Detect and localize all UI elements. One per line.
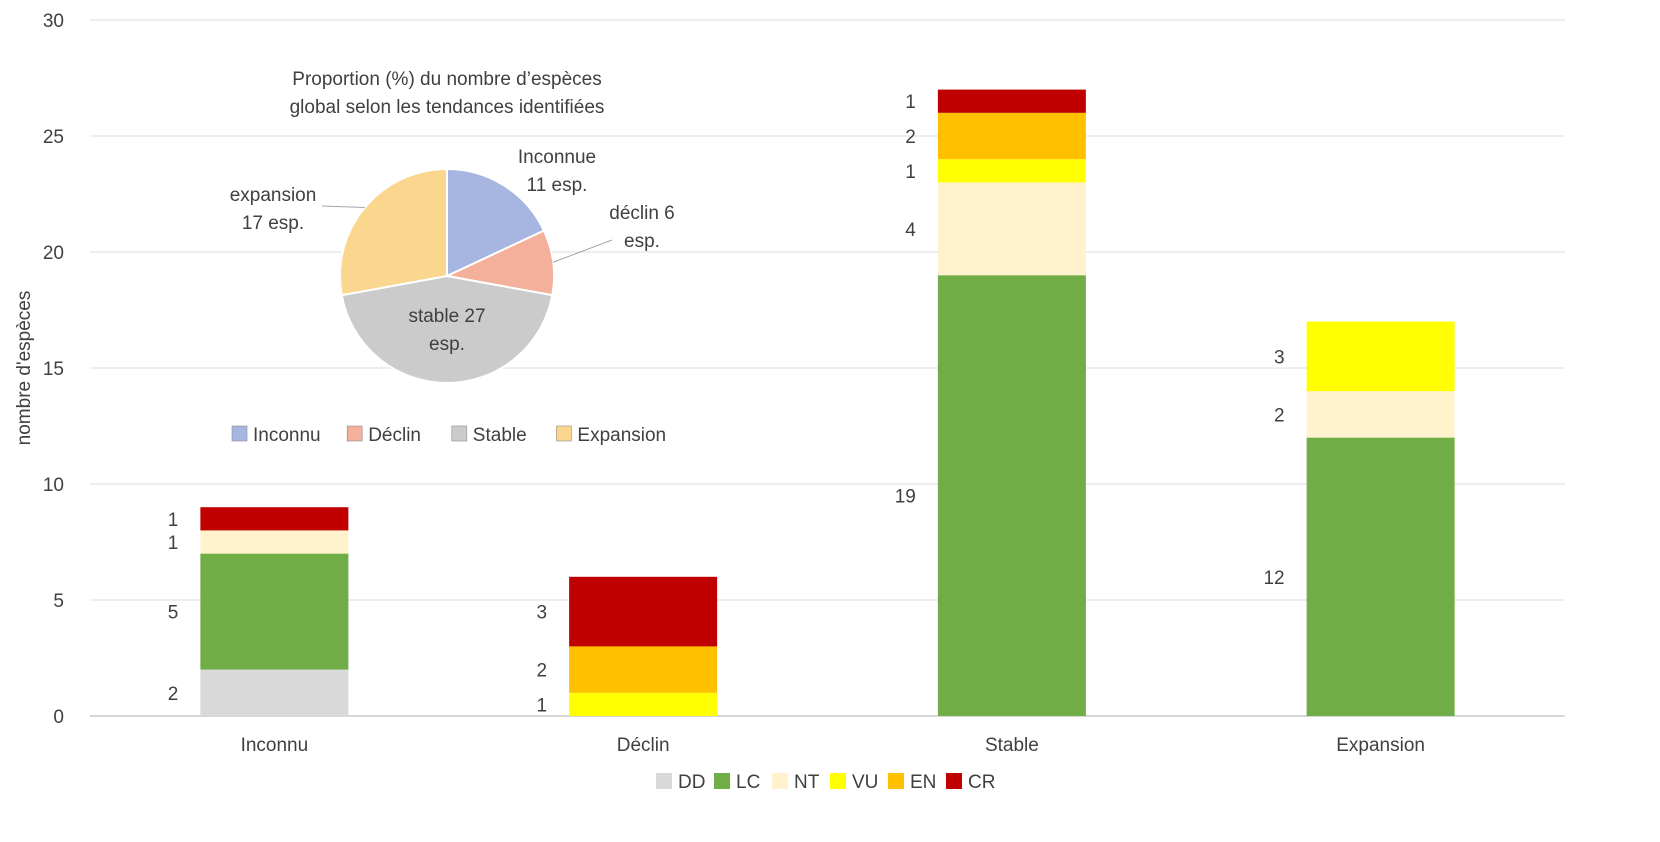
legend-swatch-cr (946, 773, 962, 789)
y-tick-label: 0 (53, 707, 64, 728)
pie-slice-label: Inconnue (518, 147, 596, 168)
data-label: 2 (905, 127, 916, 148)
x-tick-label: Déclin (617, 735, 670, 756)
bar-segment-vu (1306, 321, 1455, 392)
y-tick-label: 15 (43, 359, 64, 380)
pie-slice-stable (340, 274, 554, 384)
pie-legend-swatch-déclin (346, 425, 363, 442)
legend-label: DD (678, 772, 705, 793)
pie-leader-line (552, 239, 613, 263)
pie-slice-label: stable 27 (408, 306, 485, 327)
data-label: 2 (1274, 405, 1285, 426)
legend-swatch-vu (830, 773, 846, 789)
pie-slice-expansion (339, 167, 448, 297)
data-label: 5 (168, 603, 179, 624)
x-tick-label: Stable (985, 735, 1039, 756)
bar-segment-nt (937, 182, 1086, 276)
legend-swatch-lc (714, 773, 730, 789)
bar-segment-nt (1306, 391, 1455, 438)
pie-slice-label: expansion (230, 185, 317, 206)
data-label: 1 (537, 695, 548, 716)
bar-segment-lc (200, 553, 349, 670)
bar-legend: DD LC NT VU EN CR (656, 772, 995, 793)
legend-swatch-en (888, 773, 904, 789)
x-tick-label: Inconnu (241, 735, 309, 756)
data-label: 1 (168, 510, 179, 531)
pie-slice-label: esp. (624, 231, 660, 252)
pie-chart: Proportion (%) du nombre d’espèces global… (230, 69, 675, 446)
pie-slice-label: esp. (429, 334, 465, 355)
data-label: 19 (895, 487, 916, 508)
legend-label: LC (736, 772, 760, 793)
legend-label: NT (794, 772, 820, 793)
data-label: 2 (168, 684, 179, 705)
pie-legend-label: Inconnu (253, 425, 321, 446)
bar-segment-nt (200, 530, 349, 554)
data-label: 2 (537, 661, 548, 682)
x-tick-label: Expansion (1336, 735, 1425, 756)
bar-segment-en (569, 646, 718, 693)
bar-segment-en (937, 112, 1086, 160)
pie-slice-label: 11 esp. (527, 175, 588, 196)
legend-label: CR (968, 772, 995, 793)
y-tick-label: 5 (53, 591, 64, 612)
legend-label: VU (852, 772, 878, 793)
bar-segment-cr (569, 576, 718, 647)
bar-segment-vu (569, 692, 718, 716)
data-label: 3 (1274, 347, 1285, 368)
data-label: 12 (1263, 568, 1284, 589)
pie-legend-swatch-expansion (556, 425, 572, 442)
data-label: 3 (537, 603, 548, 624)
data-label: 1 (905, 162, 916, 183)
pie-leader-line (321, 205, 365, 208)
legend-swatch-dd (656, 773, 672, 789)
y-axis-title: nombre d'espèces (14, 291, 35, 446)
bar-segment-dd (200, 669, 349, 716)
pie-title: Proportion (%) du nombre d’espèces (292, 69, 601, 90)
pie-title: global selon les tendances identifiées (290, 97, 605, 118)
pie-slice-label: déclin 6 (609, 203, 675, 224)
data-label: 4 (905, 220, 916, 241)
y-tick-label: 10 (43, 475, 64, 496)
legend-label: EN (910, 772, 936, 793)
bar-segment-vu (937, 159, 1086, 183)
pie-slice-inconnu (446, 167, 546, 278)
pie-legend-label: Stable (473, 425, 527, 446)
y-tick-label: 30 (43, 11, 64, 32)
bar-segment-lc (937, 275, 1086, 716)
data-label: 1 (168, 533, 179, 554)
pie-legend-label: Expansion (577, 425, 666, 446)
pie-slice-labels: Inconnue 11 esp. déclin 6 esp. stable 27 esp.… (230, 147, 675, 355)
pie-slices (339, 167, 555, 384)
data-label: 1 (905, 92, 916, 113)
bar-segment-lc (1306, 437, 1455, 716)
legend-swatch-nt (772, 773, 788, 789)
pie-legend: Inconnu Déclin Stable Expansion (231, 425, 666, 446)
bar-segment-cr (937, 89, 1086, 113)
bars: 2511Inconnu123Déclin194121Stable1223Expa… (168, 89, 1455, 756)
bar-segment-cr (200, 507, 349, 531)
pie-legend-swatch-stable (451, 425, 468, 442)
pie-legend-swatch-inconnu (231, 425, 248, 442)
y-tick-label: 20 (43, 243, 64, 264)
pie-slice-label: 17 esp. (242, 213, 304, 234)
y-tick-label: 25 (43, 127, 64, 148)
pie-legend-label: Déclin (368, 425, 421, 446)
